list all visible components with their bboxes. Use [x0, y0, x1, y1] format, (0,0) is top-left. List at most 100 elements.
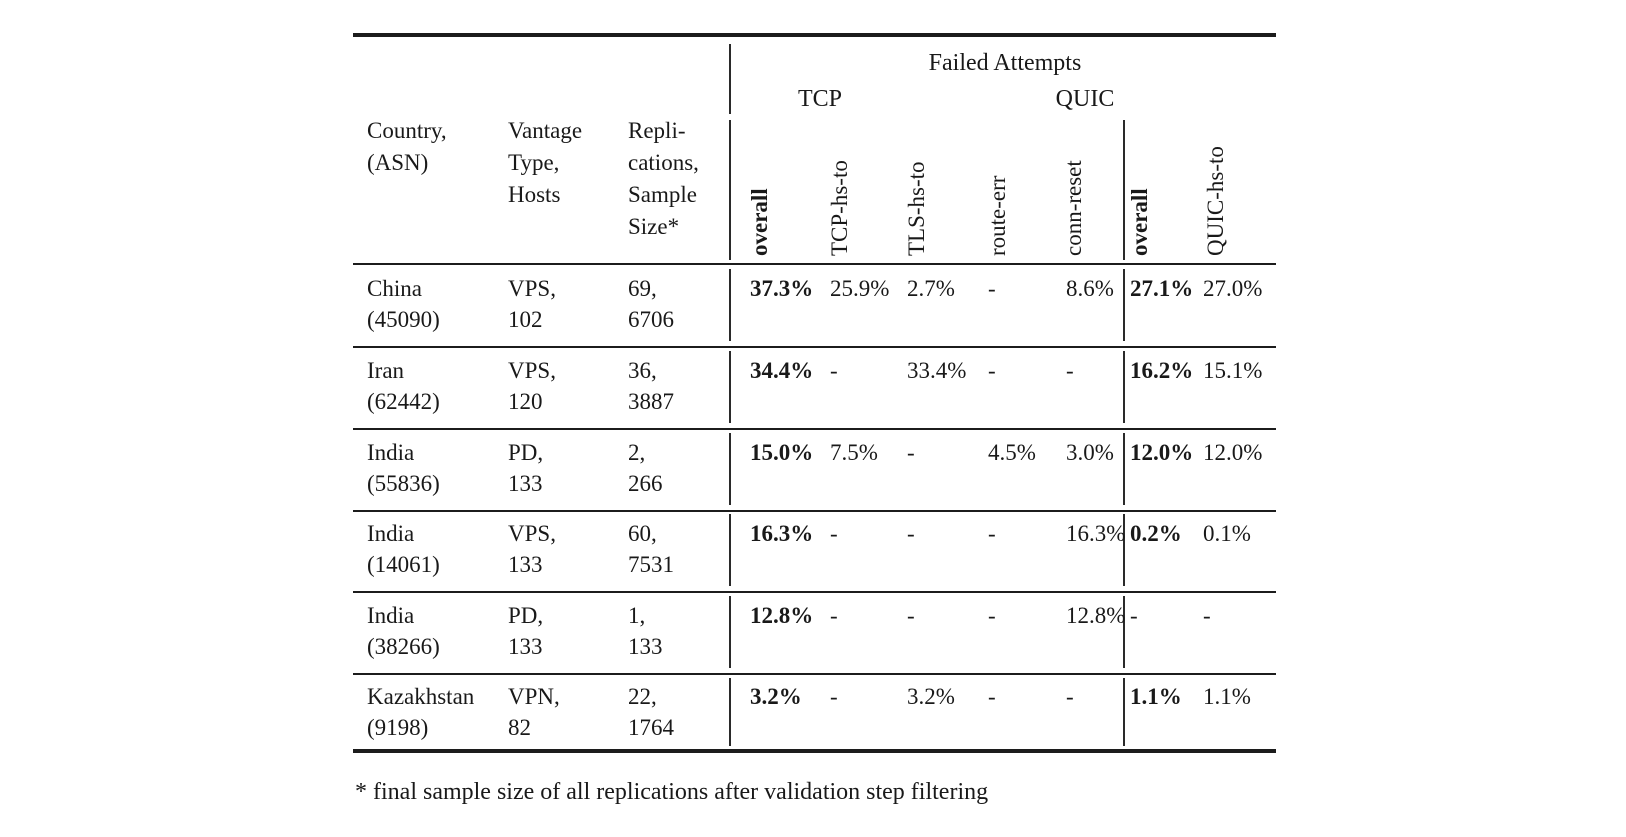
cell-route-err: 4.5%: [988, 440, 1036, 465]
col-header-replications: cations,: [628, 150, 699, 175]
cell-hosts: 133: [508, 634, 543, 659]
cell-quic-overall: 27.1%: [1130, 276, 1194, 301]
cell-tcp-hs-to: -: [830, 358, 838, 383]
column-divider: [1123, 433, 1125, 505]
row-separator: [353, 673, 1276, 675]
cell-vantage-type: VPS,: [508, 358, 556, 383]
cell-tcp-hs-to: -: [830, 603, 838, 628]
cell-quic-hs-to: -: [1203, 603, 1211, 628]
cell-country: India: [367, 603, 415, 628]
row-separator: [353, 346, 1276, 348]
cell-hosts: 133: [508, 471, 543, 496]
cell-route-err: -: [988, 684, 996, 709]
cell-tls-hs-to: 3.2%: [907, 684, 955, 709]
cell-tls-hs-to: -: [907, 521, 915, 546]
cell-quic-hs-to: 1.1%: [1203, 684, 1251, 709]
cell-country: India: [367, 521, 415, 546]
cell-tcp-overall: 15.0%: [750, 440, 814, 465]
cell-quic-hs-to: 0.1%: [1203, 521, 1251, 546]
cell-hosts: 82: [508, 715, 531, 740]
cell-sample-size: 266: [628, 471, 663, 496]
cell-tcp-hs-to: 7.5%: [830, 440, 878, 465]
cell-asn: (38266): [367, 634, 440, 659]
cell-conn-reset: 3.0%: [1066, 440, 1114, 465]
column-divider: [1123, 596, 1125, 668]
cell-vantage-type: VPS,: [508, 276, 556, 301]
cell-conn-reset: 16.3%: [1066, 521, 1126, 546]
col-header-quic-hs-to: QUIC-hs-to: [1203, 146, 1228, 256]
cell-country: India: [367, 440, 415, 465]
column-divider: [729, 269, 731, 341]
col-header-replications: Sample: [628, 182, 697, 207]
cell-asn: (55836): [367, 471, 440, 496]
col-header-route-err: route-err: [985, 175, 1010, 256]
col-header-country: Country,: [367, 118, 447, 143]
cell-tls-hs-to: 33.4%: [907, 358, 967, 383]
cell-tcp-hs-to: -: [830, 684, 838, 709]
cell-tcp-overall: 34.4%: [750, 358, 814, 383]
col-header-vantage: Hosts: [508, 182, 561, 207]
cell-tls-hs-to: -: [907, 440, 915, 465]
cell-sample-size: 6706: [628, 307, 674, 332]
cell-quic-overall: 16.2%: [1130, 358, 1194, 383]
cell-vantage-type: VPN,: [508, 684, 560, 709]
group-header-quic: QUIC: [1055, 86, 1115, 112]
cell-hosts: 102: [508, 307, 543, 332]
cell-conn-reset: 8.6%: [1066, 276, 1114, 301]
cell-quic-overall: 1.1%: [1130, 684, 1182, 709]
cell-quic-hs-to: 12.0%: [1203, 440, 1263, 465]
col-header-replications: Size*: [628, 214, 680, 239]
cell-replications: 60,: [628, 521, 657, 546]
col-header-country: (ASN): [367, 150, 429, 175]
cell-tcp-hs-to: 25.9%: [830, 276, 890, 301]
cell-tcp-overall: 16.3%: [750, 521, 814, 546]
col-header-replications: Repli-: [628, 118, 686, 143]
cell-asn: (14061): [367, 552, 440, 577]
table-title: Failed Attempts: [928, 50, 1082, 76]
cell-replications: 69,: [628, 276, 657, 301]
cell-route-err: -: [988, 603, 996, 628]
col-header-conn-reset: conn-reset: [1061, 160, 1086, 256]
column-divider: [1123, 120, 1125, 260]
cell-vantage-type: PD,: [508, 603, 544, 628]
cell-vantage-type: PD,: [508, 440, 544, 465]
cell-quic-hs-to: 15.1%: [1203, 358, 1263, 383]
cell-hosts: 120: [508, 389, 543, 414]
cell-replications: 36,: [628, 358, 657, 383]
cell-asn: (45090): [367, 307, 440, 332]
col-header-quic-overall: overall: [1127, 188, 1152, 256]
cell-replications: 22,: [628, 684, 657, 709]
cell-tcp-hs-to: -: [830, 521, 838, 546]
cell-sample-size: 3887: [628, 389, 674, 414]
cell-country: Kazakhstan: [367, 684, 475, 709]
top-rule: [353, 33, 1276, 37]
cell-tcp-overall: 3.2%: [750, 684, 802, 709]
cell-sample-size: 1764: [628, 715, 674, 740]
group-header-tcp: TCP: [797, 86, 842, 112]
bottom-rule: [353, 749, 1276, 753]
column-divider: [729, 433, 731, 505]
cell-conn-reset: 12.8%: [1066, 603, 1126, 628]
col-header-vantage: Type,: [508, 150, 560, 175]
cell-quic-overall: -: [1130, 603, 1138, 628]
col-header-tcp-overall: overall: [747, 188, 772, 256]
cell-sample-size: 7531: [628, 552, 674, 577]
column-divider: [1123, 351, 1125, 423]
cell-country: China: [367, 276, 422, 301]
column-divider: [729, 44, 731, 114]
column-divider: [1123, 269, 1125, 341]
column-divider: [1123, 678, 1125, 746]
row-separator: [353, 428, 1276, 430]
column-divider: [729, 514, 731, 586]
col-header-tcp-hs-to: TCP-hs-to: [827, 160, 852, 256]
cell-hosts: 133: [508, 552, 543, 577]
cell-route-err: -: [988, 358, 996, 383]
col-header-tls-hs-to: TLS-hs-to: [904, 161, 929, 256]
cell-route-err: -: [988, 276, 996, 301]
table-footnote: * final sample size of all replications …: [355, 779, 989, 805]
cell-conn-reset: -: [1066, 684, 1074, 709]
cell-quic-overall: 12.0%: [1130, 440, 1194, 465]
column-divider: [729, 678, 731, 746]
cell-replications: 1,: [628, 603, 646, 628]
